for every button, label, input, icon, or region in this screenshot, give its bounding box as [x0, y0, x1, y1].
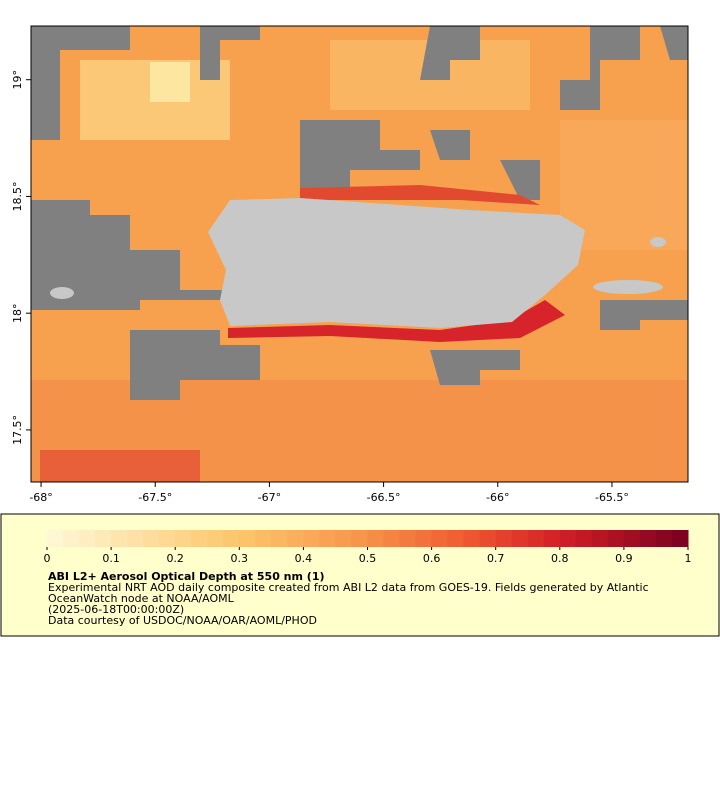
colorbar-step [559, 530, 577, 547]
colorbar-step [159, 530, 176, 547]
colorbar-step [575, 530, 593, 547]
colorbar-step [463, 530, 481, 547]
colorbar-step [143, 530, 160, 547]
y-tick-label: 17.5° [11, 415, 24, 445]
colorbar-step [63, 530, 80, 547]
legend-line: Data courtesy of USDOC/NOAA/OAR/AOML/PHO… [48, 614, 317, 627]
x-tick-label: -67° [258, 491, 281, 504]
colorbar-step [671, 530, 689, 547]
colorbar-tick-label: 0.6 [423, 552, 441, 565]
legend: ABI L2+ Aerosol Optical Depth at 550 nm … [44, 530, 692, 627]
colorbar-step [239, 530, 256, 547]
colorbar-step [111, 530, 128, 547]
colorbar-tick-label: 0.5 [359, 552, 377, 565]
colorbar-step [47, 530, 64, 547]
x-tick-label: -68° [29, 491, 52, 504]
colorbar-step [591, 530, 609, 547]
legend-title: ABI L2+ Aerosol Optical Depth at 550 nm … [48, 570, 325, 583]
colorbar-step [655, 530, 673, 547]
colorbar-step [287, 530, 304, 547]
colorbar-step [335, 530, 352, 547]
colorbar-step [383, 530, 401, 547]
colorbar-tick-label: 0.2 [166, 552, 184, 565]
colorbar-step [399, 530, 417, 547]
legend-line: (2025-06-18T00:00:00Z) [48, 603, 184, 616]
axes: -68° -67.5° -67° -66.5° -66° -65.5° 17.5° 18° 18… [11, 70, 629, 504]
colorbar-step [479, 530, 497, 547]
colorbar-step [623, 530, 641, 547]
x-tick-label: -66.5° [367, 491, 401, 504]
y-tick-label: 18.5° [11, 181, 24, 211]
legend-line: OceanWatch node at NOAA/AOML [48, 592, 235, 605]
colorbar-step [207, 530, 224, 547]
aod-field [31, 26, 688, 482]
colorbar-step [271, 530, 288, 547]
colorbar-step [303, 530, 320, 547]
colorbar-step [447, 530, 465, 547]
colorbar-tick-label: 0.9 [615, 552, 633, 565]
y-tick-label: 18° [11, 303, 24, 323]
colorbar-tick-label: 0.7 [487, 552, 505, 565]
colorbar-step [639, 530, 657, 547]
colorbar-tick-label: 0 [44, 552, 51, 565]
colorbar-step [511, 530, 529, 547]
colorbar-step [367, 530, 385, 547]
colorbar-step [191, 530, 208, 547]
colorbar-tick-label: 0.1 [102, 552, 120, 565]
x-tick-label: -66° [486, 491, 509, 504]
colorbar-step [527, 530, 545, 547]
colorbar-step [431, 530, 449, 547]
colorbar-step [495, 530, 513, 547]
plot-frame [30, 25, 689, 483]
colorbar-tick-label: 0.3 [231, 552, 249, 565]
colorbar-step [351, 530, 368, 547]
colorbar-step [543, 530, 561, 547]
colorbar-step [415, 530, 433, 547]
colorbar-step [79, 530, 96, 547]
colorbar-step [319, 530, 336, 547]
colorbar-step [607, 530, 625, 547]
legend-line: Experimental NRT AOD daily composite cre… [48, 581, 649, 594]
colorbar-tick-label: 0.8 [551, 552, 569, 565]
colorbar-step [95, 530, 112, 547]
x-tick-label: -65.5° [595, 491, 629, 504]
colorbar-tick-label: 1 [685, 552, 692, 565]
colorbar-tick-label: 0.4 [295, 552, 313, 565]
y-tick-label: 19° [11, 70, 24, 90]
colorbar-step [175, 530, 192, 547]
colorbar-step [255, 530, 272, 547]
colorbar-step [127, 530, 144, 547]
colorbar-step [223, 530, 240, 547]
x-tick-label: -67.5° [138, 491, 172, 504]
